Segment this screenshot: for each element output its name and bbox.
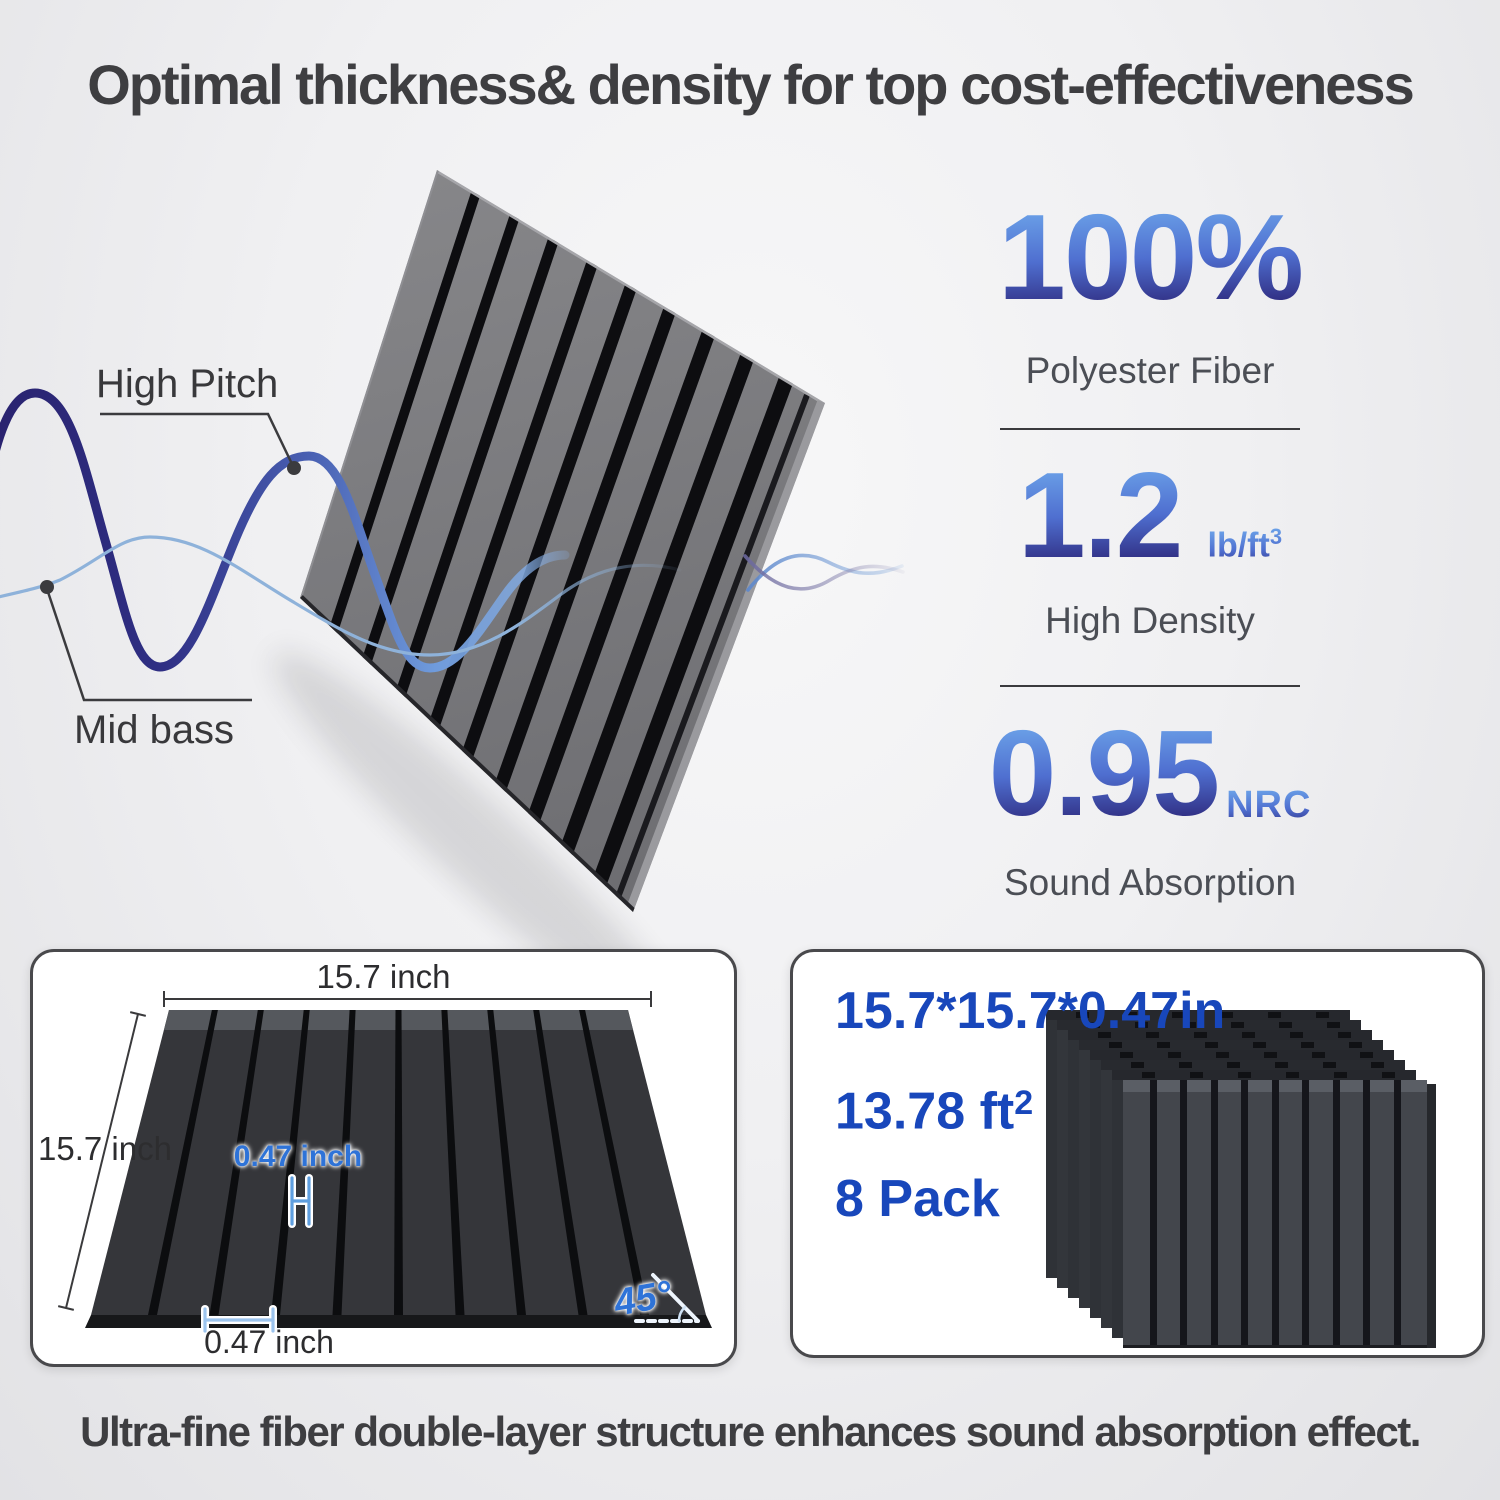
groove-measure-icon [201,1305,277,1335]
pack-area-line: 13.78 ft2 [835,1082,1034,1141]
height-dimension-line [57,1011,147,1311]
width-dimension-line [163,991,652,1007]
exit-wave-blue [746,553,904,592]
stat-nrc-unit: NRC [1226,786,1311,832]
pack-info: 15.7*15.7*0.47in 13.78 ft2 8 Pack [835,982,1225,1258]
stat-density-label: High Density [1045,600,1255,641]
stat-polyester-value: 100% [997,189,1304,325]
stat-divider-2 [1000,685,1300,687]
panel-depth-label: 0.47 inch [233,1140,363,1173]
mid-bass-callout [40,580,252,702]
stat-density-unit: lb/ft3 [1208,526,1283,574]
panel-width-label: 15.7 inch [316,958,451,995]
mid-bass-wave [0,535,682,657]
wave-label-mid-bass: Mid bass [74,708,235,752]
stat-polyester: 100% [935,189,1365,325]
panel-shadow [273,651,687,1039]
high-pitch-callout [100,412,301,475]
pack-box: 15.7*15.7*0.47in 13.78 ft2 8 Pack [790,949,1485,1358]
pack-count-line: 8 Pack [835,1170,1000,1229]
pack-size-line: 15.7*15.7*0.47in [835,982,1226,1040]
panel-height-label: 15.7 inch [38,1130,172,1167]
wave-label-high-pitch: High Pitch [96,362,279,406]
panel-stack-image [1046,1010,1436,1348]
stat-density: 1.2 lb/ft3 [935,447,1365,583]
exit-wave-purple [743,554,905,591]
caption: Ultra-fine fiber double-layer structure … [80,1408,1421,1455]
page-title: Optimal thickness& density for top cost-… [87,53,1414,116]
stat-nrc-value: 0.95 [988,705,1220,841]
angle-icon [634,1273,700,1323]
stat-polyester-label: Polyester Fiber [1025,350,1275,391]
dimensions-diagram [57,991,712,1335]
stat-nrc: 0.95 NRC [935,705,1365,841]
stat-density-value: 1.2 [1017,447,1184,583]
stack-front-panel [1123,1080,1436,1348]
high-pitch-wave [0,388,570,673]
groove-width-label: 0.47 inch [204,1324,334,1360]
depth-measure-icon [288,1174,313,1228]
dimensions-box: 15.7 inch 15.7 inch 0.47 inch 0.47 inch … [30,949,737,1367]
stat-divider-1 [1000,428,1300,430]
stat-nrc-label: Sound Absorption [1003,862,1297,903]
